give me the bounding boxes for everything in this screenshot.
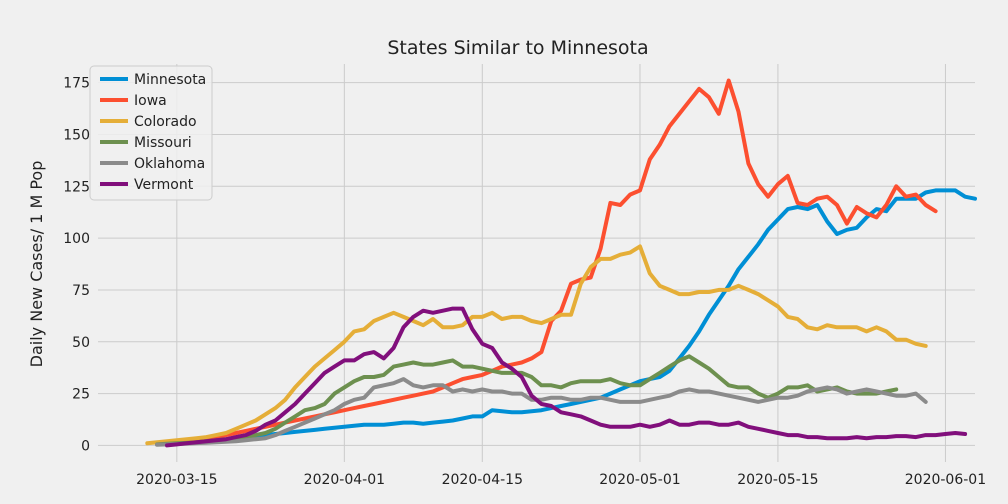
y-tick-label: 50: [72, 335, 90, 351]
y-tick-label: 0: [81, 438, 90, 454]
legend: Minnesota Iowa Colorado Missouri Oklahoma Ver…: [89, 65, 213, 201]
legend-label-minnesota: Minnesota: [134, 72, 206, 88]
series-line-colorado: [145, 244, 928, 446]
y-tick-label: 75: [72, 283, 90, 299]
x-tick-label: 2020-04-15: [442, 472, 523, 488]
legend-label-missouri: Missouri: [134, 135, 192, 151]
chart-title: States Similar to Minnesota: [387, 37, 648, 59]
legend-label-iowa: Iowa: [134, 93, 167, 109]
y-axis-label: Daily New Cases/ 1 M Pop: [27, 161, 46, 368]
x-tick-label: 2020-06-01: [905, 472, 986, 488]
y-tick-label: 25: [72, 387, 90, 403]
y-axis-ticks: 0 25 50 75 100 125 150 175: [63, 76, 90, 455]
y-tick-label: 100: [63, 231, 90, 247]
series-line-missouri: [155, 354, 899, 447]
legend-label-colorado: Colorado: [134, 114, 197, 130]
series-line-oklahoma: [155, 377, 928, 447]
legend-label-oklahoma: Oklahoma: [134, 156, 205, 172]
series-lines: [145, 78, 977, 448]
legend-label-vermont: Vermont: [134, 177, 194, 193]
series-line-vermont: [165, 306, 968, 448]
x-tick-label: 2020-03-15: [136, 472, 217, 488]
x-tick-label: 2020-05-01: [599, 472, 680, 488]
x-tick-label: 2020-05-15: [737, 472, 818, 488]
x-tick-label: 2020-04-01: [304, 472, 385, 488]
series-line-minnesota: [155, 188, 977, 447]
y-tick-label: 175: [63, 76, 90, 92]
x-axis-ticks: 2020-03-15 2020-04-01 2020-04-15 2020-05-01…: [136, 472, 986, 488]
y-tick-label: 125: [63, 179, 90, 195]
y-tick-label: 150: [63, 127, 90, 143]
